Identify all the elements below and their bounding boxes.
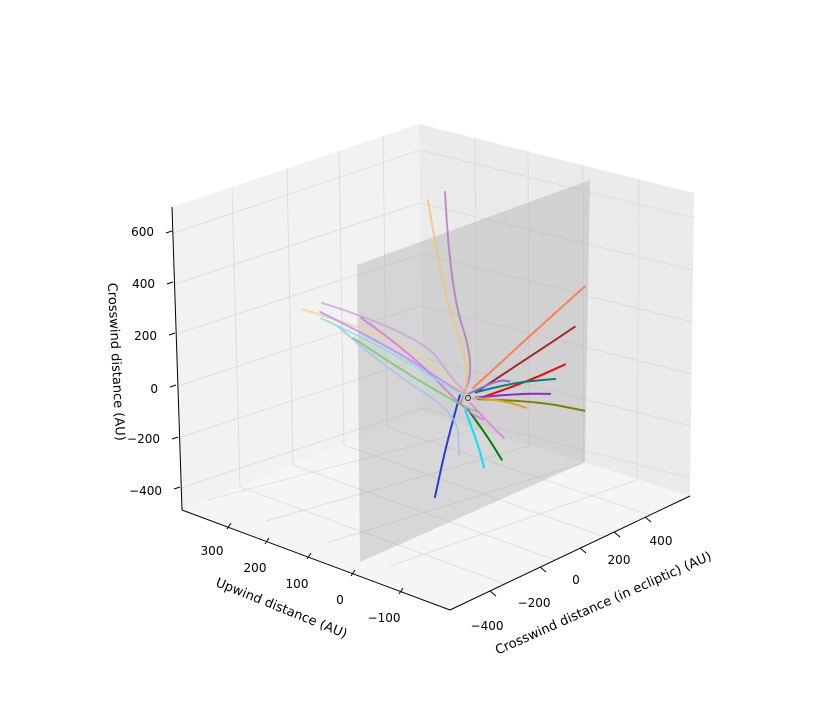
z-tick-labels: 600 400 200 0 −200 −400: [127, 225, 162, 498]
series-group: [301, 191, 586, 499]
series-line: [464, 409, 486, 469]
axis-panes: [172, 124, 694, 610]
series-line: [474, 377, 556, 394]
x-tick-label: −400: [471, 619, 504, 633]
series-line: [320, 301, 476, 402]
x-tick-label: 0: [572, 573, 580, 587]
z-tick-label: −200: [127, 432, 160, 446]
y-axis-label: Upwind distance (AU): [213, 576, 349, 643]
series-line: [352, 336, 479, 413]
y-tick-label: 100: [286, 577, 309, 591]
series-line: [469, 401, 506, 440]
series-line: [474, 392, 552, 399]
y-tick-labels: 300 200 100 0 −100: [201, 544, 401, 625]
series-line: [444, 191, 472, 405]
series-line: [471, 285, 586, 390]
tick-marks: [165, 230, 652, 597]
x-tick-label: −200: [518, 596, 551, 610]
y-tick-label: −100: [368, 611, 401, 625]
sun-marker: [465, 395, 471, 401]
y-tick-label: 300: [201, 544, 224, 558]
floor-pane: [182, 412, 690, 610]
y-tick-label: 200: [244, 561, 267, 575]
y-tick-label: 0: [336, 593, 344, 607]
grid-lines: [173, 135, 695, 585]
x-tick-labels: −400 −200 0 200 400: [471, 534, 673, 633]
z-tick-label: 0: [150, 382, 158, 396]
x-tick-label: 400: [650, 534, 673, 548]
series-line: [467, 379, 511, 396]
z-tick-label: 200: [134, 329, 157, 343]
z-axis-line: [171, 206, 183, 511]
x-tick-label: 200: [608, 553, 631, 567]
series-line: [337, 325, 460, 457]
series-line: [301, 308, 473, 400]
y-axis-line: [181, 509, 451, 611]
series-line: [474, 396, 527, 409]
series-line: [318, 310, 466, 396]
upwind-zero-plane: [357, 180, 590, 562]
series-line: [433, 394, 462, 499]
series-line: [426, 199, 468, 407]
series-line: [319, 316, 471, 399]
z-tick-label: 600: [131, 225, 154, 239]
z-tick-label: −400: [129, 484, 162, 498]
z-tick-label: 400: [132, 277, 155, 291]
right-pane: [419, 124, 694, 496]
left-pane: [172, 124, 423, 510]
z-axis-label: Crosswind distance (AU): [104, 282, 127, 441]
